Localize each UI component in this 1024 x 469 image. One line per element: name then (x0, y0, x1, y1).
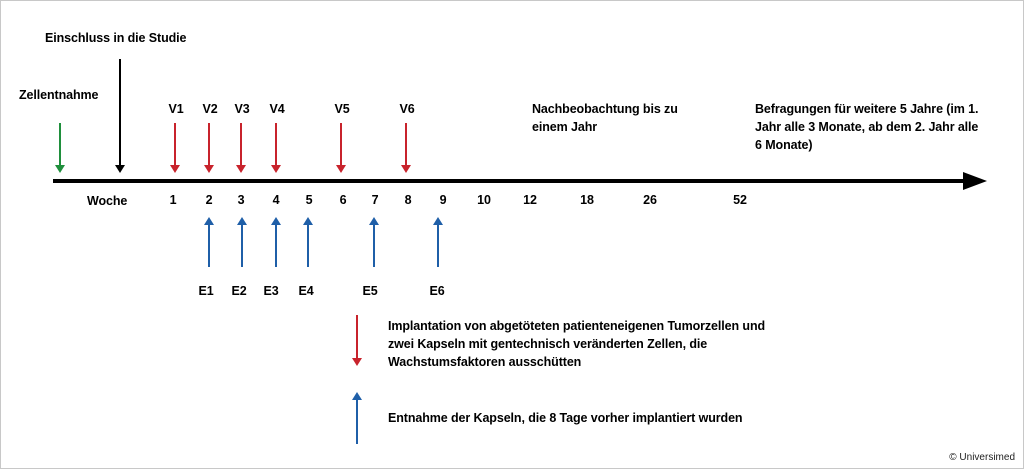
week-tick-label: 8 (404, 193, 412, 207)
followup-label: Nachbeobachtung bis zu einem Jahr (532, 102, 678, 134)
week-tick-label: 4 (272, 193, 280, 207)
visit-label-v1: V1 (168, 102, 184, 116)
week-tick-label: 12 (523, 193, 537, 207)
week-axis-label: Woche (87, 194, 128, 208)
extraction-label-e5: E5 (362, 284, 378, 298)
week-tick-label: 18 (580, 193, 594, 207)
visit-label-v6: V6 (399, 102, 415, 116)
legend-red-text: Implantation von abgetöteten patientenei… (388, 319, 766, 369)
week-tick-label: 2 (205, 193, 213, 207)
week-tick-label: 10 (477, 193, 491, 207)
visit-label-v4: V4 (269, 102, 285, 116)
week-tick-label: 26 (643, 193, 657, 207)
week-tick-label: 7 (371, 193, 379, 207)
extraction-label-e6: E6 (429, 284, 445, 298)
timeline-arrowhead-icon (963, 172, 987, 190)
week-tick-label: 5 (305, 193, 313, 207)
legend-blue-text: Entnahme der Kapseln, die 8 Tage vorher … (388, 411, 743, 425)
extraction-label-e1: E1 (198, 284, 214, 298)
extraction-label-e3: E3 (263, 284, 279, 298)
extraction-label-e2: E2 (231, 284, 247, 298)
visit-label-v2: V2 (202, 102, 218, 116)
cell-harvest-label: Zellentnahme (19, 88, 99, 102)
week-tick-label: 6 (339, 193, 347, 207)
visit-label-v3: V3 (234, 102, 250, 116)
week-tick-label: 52 (733, 193, 747, 207)
study-inclusion-label: Einschluss in die Studie (45, 31, 187, 45)
extraction-label-e4: E4 (298, 284, 314, 298)
week-tick-label: 1 (169, 193, 177, 207)
visit-label-v5: V5 (334, 102, 350, 116)
week-tick-label: 9 (439, 193, 447, 207)
copyright-notice: © Universimed (949, 452, 1015, 463)
surveys-label: Befragungen für weitere 5 Jahre (im 1. J… (755, 102, 979, 152)
week-tick-label: 3 (237, 193, 245, 207)
